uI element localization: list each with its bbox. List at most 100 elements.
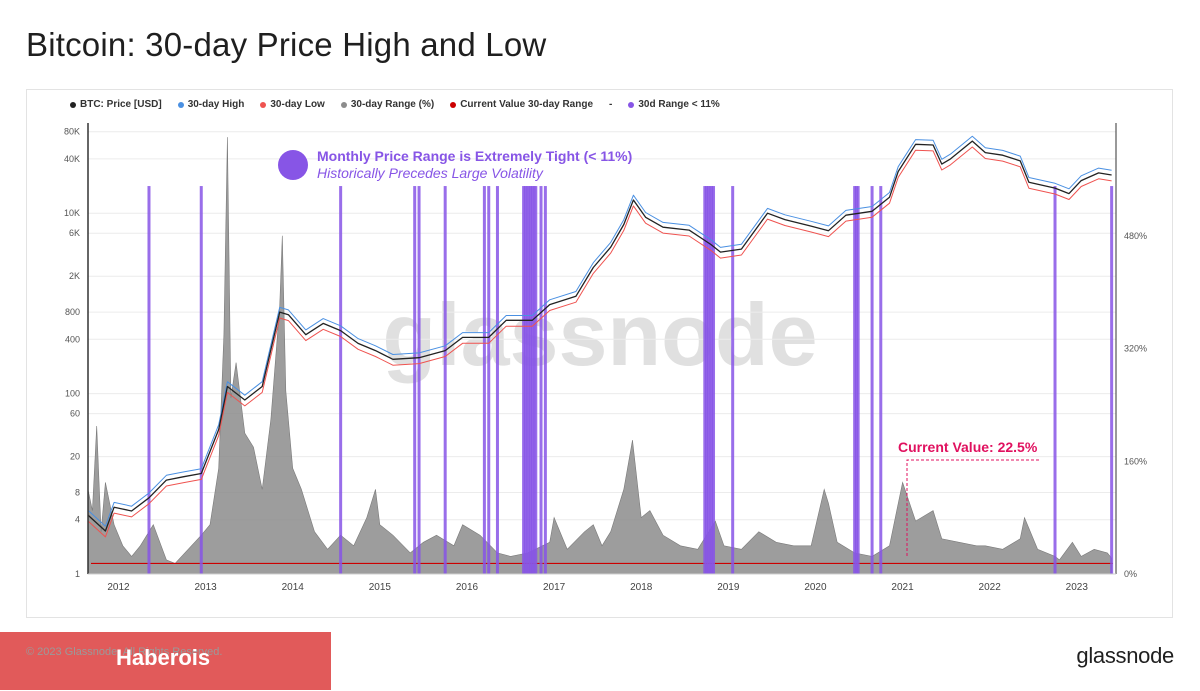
x-tick-label: 2019 [717, 582, 740, 593]
x-tick-label: 2014 [282, 582, 305, 593]
tight-range-bar [1110, 186, 1114, 574]
tight-range-bar [705, 186, 709, 574]
y-tick-label: 10K [64, 208, 80, 218]
tight-range-bar [487, 186, 491, 574]
legend-item-high[interactable]: 30-day High [177, 99, 245, 110]
page-title: Bitcoin: 30-day Price High and Low [26, 26, 547, 63]
chart-watermark: glassnode [382, 285, 817, 384]
tight-range-bar [443, 186, 447, 574]
range-area-series [87, 137, 1113, 575]
y-tick-label: 800 [65, 307, 80, 317]
price-line [87, 140, 1112, 532]
legend-item-low[interactable]: 30-day Low [260, 99, 325, 110]
tight-range-bar [543, 186, 547, 574]
y-tick-label: 20 [70, 452, 80, 462]
tight-range-bar [417, 186, 421, 574]
legend-dot [450, 101, 457, 108]
tight-range-bar [413, 186, 417, 574]
tight-range-bar [339, 186, 343, 574]
y-tick-label: 6K [69, 228, 80, 238]
y-tick-label: 2K [69, 271, 80, 281]
x-tick-label: 2022 [979, 582, 1002, 593]
axes: 1 4 8 20 60 100 400 800 2K 6K 10K 40K 80K 0% 160% 320% 4… [64, 123, 1147, 593]
legend-label: Current Value 30-day Range [460, 99, 594, 110]
annotation-title: Monthly Price Range is Extremely Tight (… [317, 148, 632, 164]
tight-range-bar [856, 186, 860, 574]
x-tick-label: 2021 [891, 582, 914, 593]
legend-dot [177, 101, 184, 108]
tight-range-bar [703, 186, 707, 574]
tight-range-bar [879, 186, 883, 574]
annotation-dot [278, 150, 308, 180]
legend-item-tight[interactable]: 30d Range < 11% [628, 99, 720, 110]
tight-range-bar [199, 186, 203, 574]
y-tick-label: 60 [70, 409, 80, 419]
x-tick-label: 2013 [194, 582, 217, 593]
low-line [87, 146, 1112, 538]
x-tick-label: 2020 [804, 582, 827, 593]
copyright-text: © 2023 Glassnode. All Rights Reserved. [26, 646, 223, 658]
legend-label: 30-day Low [270, 99, 325, 110]
tight-range-bar [523, 186, 527, 574]
tight-range-bar [710, 186, 714, 574]
legend-dot [340, 101, 347, 108]
tight-range-bar [731, 186, 735, 574]
y-tick-label: 4 [75, 515, 80, 525]
tight-range-bar [712, 186, 716, 574]
tight-range-bar [530, 186, 534, 574]
callout-leader [906, 459, 1040, 556]
x-tick-label: 2018 [630, 582, 653, 593]
tight-range-bar [495, 186, 499, 574]
badge-text: Haberois [116, 645, 211, 670]
tight-range-bar [853, 186, 857, 574]
grid-lines [88, 131, 1116, 575]
tight-range-bar [539, 186, 543, 574]
tight-range-bar [525, 186, 529, 574]
legend-dot [628, 101, 635, 108]
tight-range-bar [854, 186, 858, 574]
y-tick-label: 8 [75, 488, 80, 498]
brand-logo: glassnode [1076, 643, 1174, 668]
y-tick-label: 100 [65, 389, 80, 399]
annotation-subtitle: Historically Precedes Large Volatility [317, 165, 544, 181]
legend-dot [70, 101, 76, 108]
y-tick-label: 1 [75, 569, 80, 579]
y2-tick-label: 160% [1124, 456, 1147, 466]
y-tick-label: 80K [64, 127, 80, 137]
x-tick-label: 2016 [456, 582, 479, 593]
legend-separator: - [609, 99, 613, 110]
tight-range-bars [147, 186, 1114, 574]
tight-range-bar [522, 186, 526, 574]
legend-item-price[interactable]: BTC: Price [USD] [70, 99, 162, 110]
badge-background [0, 632, 331, 690]
legend-item-current[interactable]: Current Value 30-day Range [450, 99, 593, 110]
legend-label: BTC: Price [USD] [80, 99, 162, 110]
range-area [87, 137, 1112, 575]
price-lines [87, 135, 1112, 538]
current-value-callout: Current Value: 22.5% [898, 439, 1038, 455]
high-line [87, 135, 1112, 527]
x-tick-label: 2012 [107, 582, 130, 593]
legend-dot [260, 101, 267, 108]
x-tick-label: 2023 [1066, 582, 1089, 593]
legend-label: 30-day Range (%) [350, 99, 435, 110]
tight-range-bar [534, 186, 538, 574]
legend-item-range[interactable]: 30-day Range (%) [340, 99, 435, 110]
tight-range-bar [708, 186, 712, 574]
y-tick-label: 40K [64, 154, 80, 164]
chart-frame [26, 89, 1173, 618]
tight-range-bar [147, 186, 151, 574]
tight-range-bar [532, 186, 536, 574]
tight-range-bar [527, 186, 531, 574]
chart-legend: BTC: Price [USD] 30-day High 30-day Low … [70, 99, 736, 110]
y2-tick-label: 320% [1124, 344, 1147, 354]
tight-range-bar [482, 186, 486, 574]
legend-label: 30-day High [187, 99, 245, 110]
tight-range-bar [1053, 186, 1057, 574]
y2-tick-label: 480% [1124, 231, 1147, 241]
tight-range-bar [870, 186, 874, 574]
tight-range-bar [706, 186, 710, 574]
y2-tick-label: 0% [1124, 569, 1137, 579]
x-tick-label: 2015 [369, 582, 392, 593]
